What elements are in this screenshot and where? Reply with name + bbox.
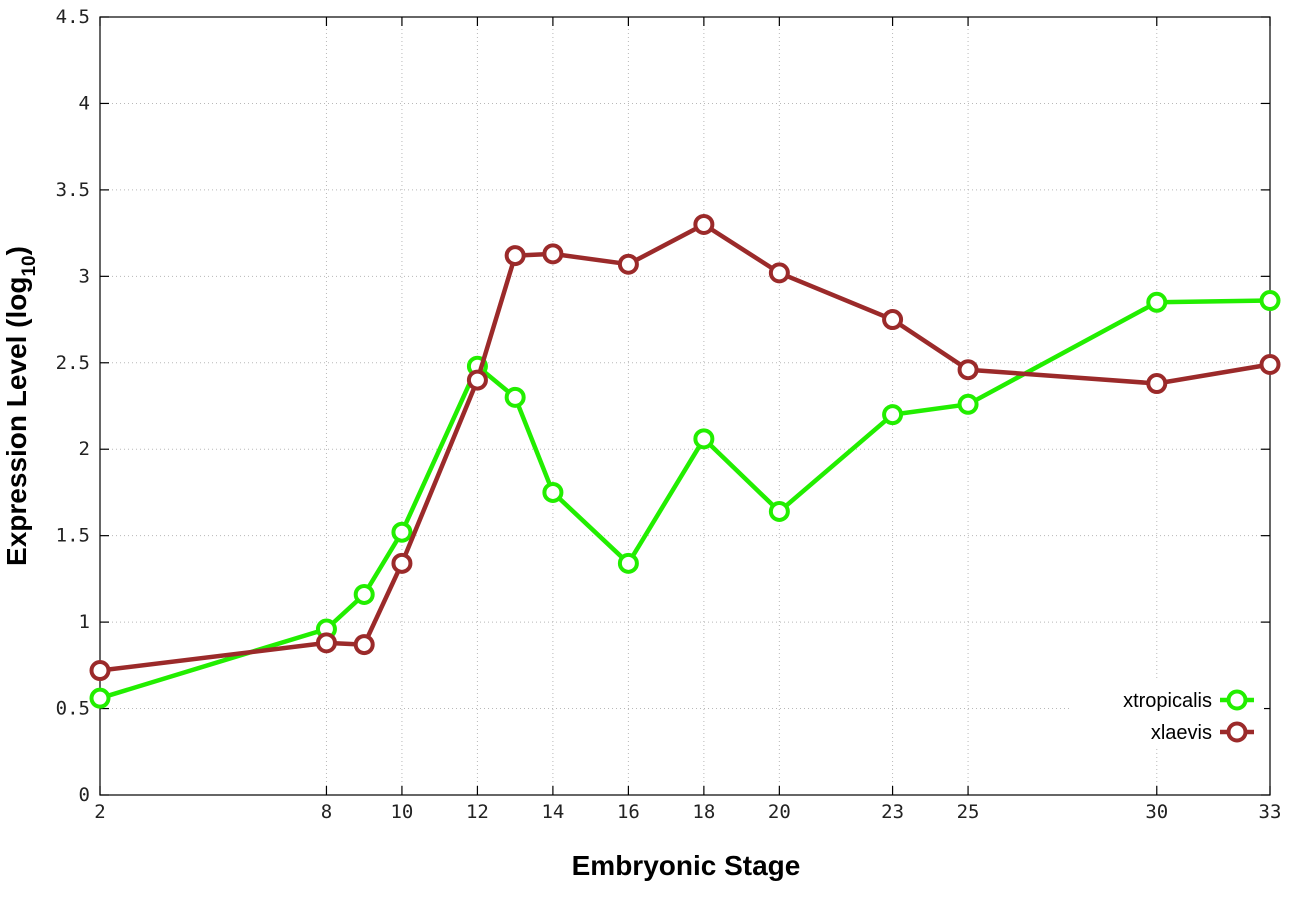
x-tick-label: 25 <box>957 801 980 823</box>
y-axis-title-main: Expression Level (log <box>1 277 32 566</box>
series-layer <box>89 213 1281 709</box>
x-tick-label: 16 <box>617 801 640 823</box>
data-point <box>768 262 790 284</box>
y-tick-label: 3.5 <box>56 179 90 201</box>
y-tick-label: 1 <box>79 611 90 633</box>
series-xtropicalis <box>89 290 1281 709</box>
plot-frame <box>99 16 1271 796</box>
x-tick-label: 12 <box>466 801 489 823</box>
data-point <box>353 634 375 656</box>
x-tick-label: 33 <box>1259 801 1282 823</box>
data-point <box>353 583 375 605</box>
x-tick-label: 18 <box>692 801 715 823</box>
y-tick-label: 4.5 <box>56 6 90 28</box>
y-tick-label: 2 <box>79 438 90 460</box>
x-tick-label: 14 <box>541 801 564 823</box>
x-tick-label: 10 <box>390 801 413 823</box>
y-tick-label: 4 <box>79 92 90 114</box>
y-axis-tick-labels: 0 0.5 1 1.5 2 2.5 3 3.5 4 4.5 <box>56 6 90 806</box>
data-point <box>617 253 639 275</box>
data-point <box>957 359 979 381</box>
x-tick-label: 30 <box>1145 801 1168 823</box>
y-tick-label: 3 <box>79 265 90 287</box>
data-point <box>957 393 979 415</box>
y-axis-title-close: ) <box>1 246 32 255</box>
data-point <box>89 687 111 709</box>
legend-item: xtropicalis <box>1123 689 1254 712</box>
data-point <box>504 386 526 408</box>
x-tick-label: 23 <box>881 801 904 823</box>
data-point <box>617 552 639 574</box>
data-point <box>1259 290 1281 312</box>
data-point <box>391 552 413 574</box>
legend-swatch-marker <box>1226 689 1248 711</box>
y-axis-title-subscript: 10 <box>19 255 40 276</box>
grid <box>100 17 1270 795</box>
x-tick-label: 8 <box>321 801 332 823</box>
series-line <box>99 222 1271 673</box>
data-point <box>882 309 904 331</box>
data-point <box>315 632 337 654</box>
y-tick-label: 1.5 <box>56 525 90 547</box>
data-point <box>542 481 564 503</box>
y-tick-label: 0 <box>79 784 90 806</box>
legend-label: xtropicalis <box>1123 690 1212 712</box>
data-point <box>1259 354 1281 376</box>
data-point <box>466 369 488 391</box>
data-point <box>768 500 790 522</box>
x-axis-title: Embryonic Stage <box>572 850 801 881</box>
data-point <box>89 660 111 682</box>
data-point <box>542 243 564 265</box>
legend-item: xlaevis <box>1151 721 1254 744</box>
x-axis-tick-labels: 2 8 10 12 14 16 18 20 23 25 30 33 <box>94 801 1281 823</box>
series-xlaevis <box>89 213 1281 682</box>
y-axis-title: Expression Level (log10) <box>1 246 40 566</box>
data-point <box>391 521 413 543</box>
x-tick-label: 2 <box>94 801 105 823</box>
legend-swatch-marker <box>1226 721 1248 743</box>
data-point <box>504 245 526 267</box>
data-point <box>693 213 715 235</box>
data-point <box>1146 373 1168 395</box>
y-tick-label: 0.5 <box>56 698 90 720</box>
data-point <box>1146 291 1168 313</box>
y-tick-label: 2.5 <box>56 352 90 374</box>
data-point <box>693 428 715 450</box>
legend: xtropicalis xlaevis <box>1072 680 1264 748</box>
legend-label: xlaevis <box>1151 722 1212 744</box>
tick-marks <box>99 16 1271 796</box>
series-line <box>99 298 1271 701</box>
x-tick-label: 20 <box>768 801 791 823</box>
data-point <box>882 404 904 426</box>
